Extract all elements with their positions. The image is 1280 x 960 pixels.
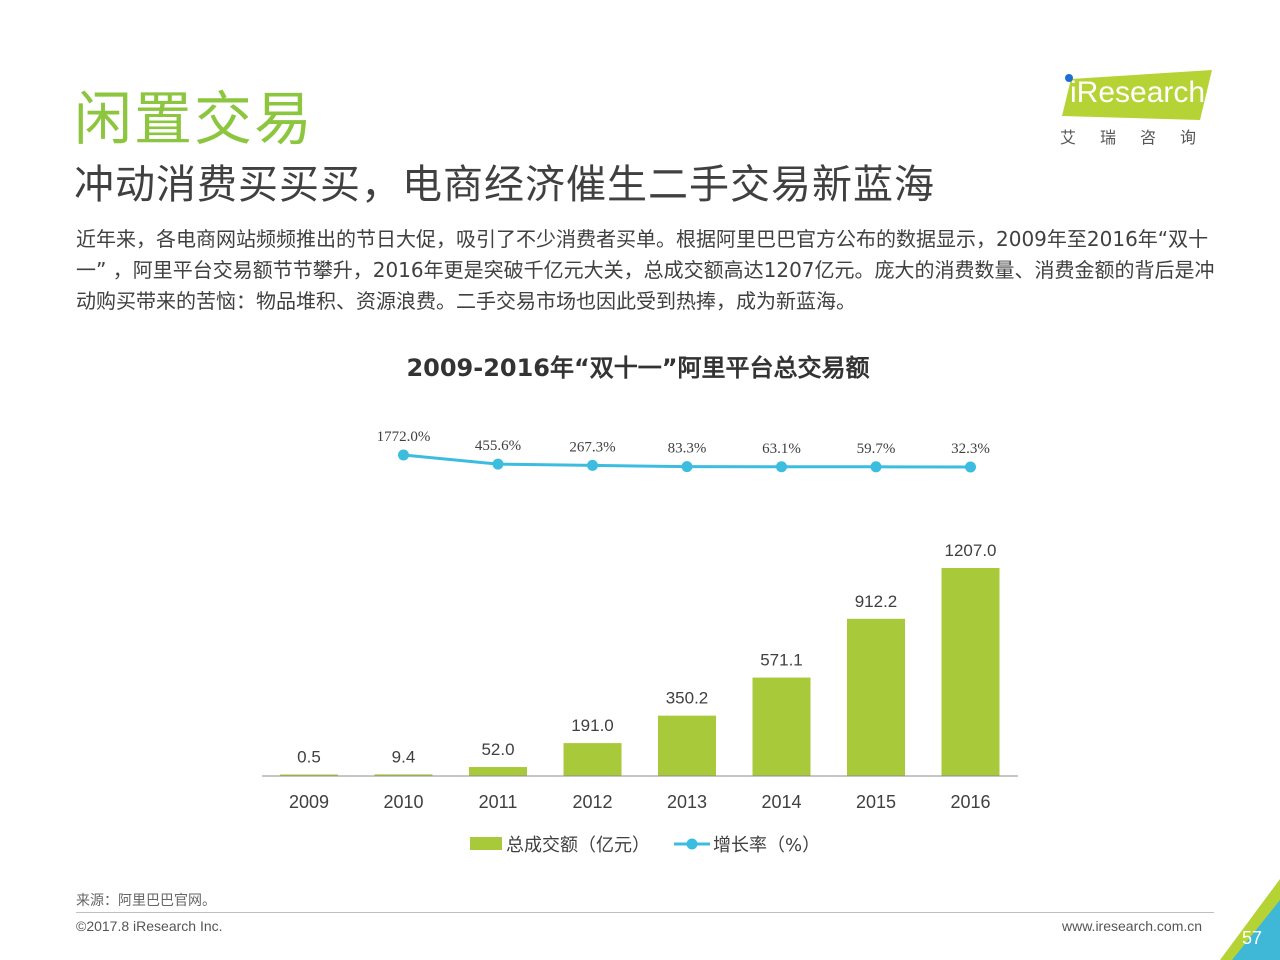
sales-chart: 2009-2016年“双十一”阿里平台总交易额 1772.0% 455.6% 267… — [262, 354, 1018, 856]
x-tick-label: 2015 — [856, 792, 896, 812]
growth-value-label: 32.3% — [951, 441, 990, 457]
intro-paragraph: 近年来，各电商网站频频推出的节日大促，吸引了不少消费者买单。根据阿里巴巴官方公布… — [76, 227, 1215, 313]
growth-point-2010 — [398, 449, 409, 461]
x-tick-label: 2010 — [383, 792, 423, 812]
legend-line-marker — [686, 838, 698, 850]
x-tick-label: 2012 — [572, 792, 612, 812]
bar-value-label: 571.1 — [760, 651, 803, 670]
bar-value-label: 52.0 — [481, 740, 514, 759]
source-note: 来源：阿里巴巴官网。 — [76, 893, 216, 909]
growth-value-label: 59.7% — [857, 441, 896, 457]
bar-2009 — [280, 774, 338, 776]
page-number: 57 — [1242, 928, 1263, 948]
bar-value-label: 191.0 — [571, 716, 614, 735]
bar-2011 — [469, 767, 527, 776]
logo-dot-icon — [1065, 74, 1073, 82]
iresearch-logo: iResearch 艾瑞咨询 — [1056, 66, 1226, 156]
bar-value-label: 1207.0 — [945, 541, 997, 560]
bar-2016 — [941, 568, 1000, 776]
bar-value-label: 912.2 — [855, 592, 898, 611]
page-title: 闲置交易 — [74, 85, 315, 153]
chart-title: 2009-2016年“双十一”阿里平台总交易额 — [406, 354, 869, 382]
x-tick-labels: 2009 2010 2011 2012 2013 2014 2015 2016 — [289, 792, 991, 812]
legend: 总成交额（亿元） 增长率（%） — [470, 835, 820, 856]
bar-2014 — [752, 677, 811, 776]
logo-brand-text: iResearch — [1070, 76, 1206, 109]
growth-value-label: 63.1% — [762, 441, 801, 457]
growth-value-label: 455.6% — [475, 438, 521, 454]
x-tick-label: 2009 — [289, 792, 329, 812]
bar-group: 0.5 9.4 52.0 191.0 350.2 571.1 912.2 1207.0 — [280, 541, 1000, 776]
bar-2010 — [374, 774, 433, 776]
bar-value-label: 350.2 — [666, 689, 709, 708]
footer-divider — [76, 912, 1214, 913]
x-tick-label: 2011 — [479, 792, 518, 812]
growth-line-group: 1772.0% 455.6% 267.3% 83.3% 63.1% 59.7% 32.3% — [377, 429, 990, 473]
legend-line-label: 增长率（%） — [713, 835, 820, 856]
x-tick-label: 2014 — [761, 792, 801, 812]
growth-point-2015 — [870, 461, 882, 473]
logo-banner — [1062, 70, 1212, 120]
x-tick-label: 2013 — [667, 792, 707, 812]
growth-point-2013 — [681, 461, 693, 473]
growth-value-label: 83.3% — [668, 441, 707, 457]
page-subtitle: 冲动消费买买买，电商经济催生二手交易新蓝海 — [74, 162, 935, 208]
bar-value-label: 0.5 — [297, 748, 321, 767]
bar-2012 — [563, 743, 622, 776]
x-tick-label: 2016 — [950, 792, 990, 812]
legend-bar-swatch — [470, 837, 502, 850]
website-link: www.iresearch.com.cn — [1062, 918, 1203, 934]
growth-point-2012 — [587, 459, 598, 471]
copyright: ©2017.8 iResearch Inc. — [76, 918, 223, 934]
growth-value-label: 267.3% — [569, 439, 615, 455]
growth-point-2014 — [776, 461, 787, 473]
legend-bar-label: 总成交额（亿元） — [506, 835, 650, 856]
growth-point-2016 — [965, 461, 976, 473]
growth-point-2011 — [492, 458, 504, 470]
bar-2013 — [658, 715, 716, 776]
growth-value-label: 1772.0% — [377, 429, 431, 445]
bar-2015 — [847, 618, 905, 776]
logo-cn-text: 艾瑞咨询 — [1060, 128, 1221, 147]
bar-value-label: 9.4 — [392, 747, 416, 766]
